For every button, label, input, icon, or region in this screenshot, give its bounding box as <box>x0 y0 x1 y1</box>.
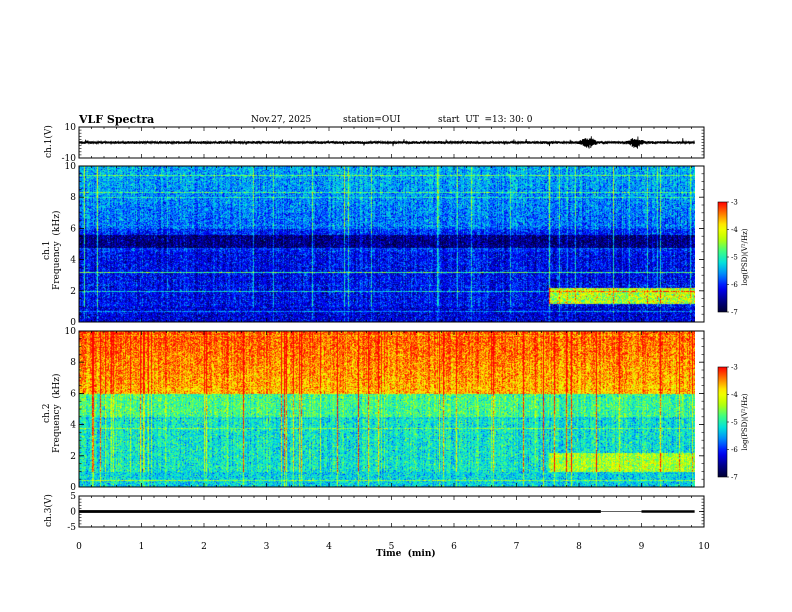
ch1-frequency-axis-text: ch.1 Frequency (kHz) <box>42 210 62 290</box>
ch3-waveform-segment <box>641 510 695 513</box>
colorbar-tick-label: -7 <box>731 474 738 482</box>
y-tick-label: 10 <box>65 327 77 337</box>
station-label: station=OUI <box>343 115 401 125</box>
start-ut-value: 13: 30: 0 <box>492 115 533 125</box>
colorbar-tick-label: -3 <box>731 199 738 207</box>
ch2-frequency-axis-text: ch.2 Frequency (kHz) <box>42 373 62 453</box>
x-tick-label: 10 <box>698 542 710 552</box>
colorbar-tick-label: -5 <box>731 254 738 262</box>
start-ut-label: start UT = <box>438 115 493 125</box>
x-tick-label: 8 <box>576 542 582 552</box>
ch2-frequency-axis-label: ch.2 Frequency (kHz) <box>42 374 62 453</box>
y-tick-label: 4 <box>70 256 76 266</box>
ticks <box>78 126 705 528</box>
x-tick-label: 3 <box>264 542 270 552</box>
y-tick-label: 2 <box>70 287 76 297</box>
y-tick-label: -5 <box>67 523 76 533</box>
figure-title: VLF Spectra <box>79 113 155 126</box>
y-tick-label: 10 <box>65 162 77 172</box>
colorbar-label: log(PSD)(V²/Hz) <box>741 228 749 285</box>
waveform-traces <box>78 136 695 513</box>
y-tick-label: 8 <box>70 358 76 368</box>
spectrogram-ch1-colorbar <box>717 201 728 313</box>
x-tick-label: 9 <box>639 542 645 552</box>
colorbars: -3 -4 -5 -6 -7 log(PSD)(V²/Hz) -3 -4 -5 -6 -7 log(P… <box>717 199 749 482</box>
colorbar-tick-label: -6 <box>731 281 738 289</box>
x-tick-label: 0 <box>76 542 82 552</box>
time-axis-label: Time (min) <box>376 549 436 559</box>
colorbar-tick-label: -6 <box>731 446 738 454</box>
y-tick-label: 0 <box>70 483 76 493</box>
y-tick-label: 5 <box>70 492 76 502</box>
colorbar-tick-label: -3 <box>731 364 738 372</box>
ch1-voltage-axis-label: ch.1(V) <box>44 125 54 158</box>
colorbar-tick-label: -5 <box>731 419 738 427</box>
spectrogram-images <box>79 166 695 487</box>
colorbar-tick-label: -4 <box>731 391 738 399</box>
ch3-waveform-segment <box>600 511 642 512</box>
y-tick-label: 6 <box>70 389 76 399</box>
y-tick-label: 2 <box>70 452 76 462</box>
y-tick-label: 0 <box>70 508 76 518</box>
x-tick-label: 5 <box>389 542 395 552</box>
ch3-waveform-segment <box>79 510 601 513</box>
spectrogram-ch1-image <box>79 166 695 322</box>
colorbar-label: log(PSD)(V²/Hz) <box>741 393 749 450</box>
y-tick-label: -10 <box>62 154 77 164</box>
colorbar-tick-label: -4 <box>731 226 738 234</box>
spectrogram-ch2-colorbar <box>717 366 728 478</box>
x-tick-label: 7 <box>514 542 520 552</box>
ch1-waveform-line <box>78 136 695 149</box>
date-label: Nov.27, 2025 <box>251 115 312 125</box>
spectrogram-ch2-image <box>79 331 695 487</box>
colorbar-tick-label: -7 <box>731 309 738 317</box>
y-tick-label: 6 <box>70 224 76 234</box>
x-tick-label: 2 <box>201 542 207 552</box>
y-tick-label: 4 <box>70 421 76 431</box>
y-tick-label: 8 <box>70 193 76 203</box>
y-tick-label: 0 <box>70 318 76 328</box>
x-tick-label: 4 <box>326 542 332 552</box>
ch1-frequency-axis-label: ch.1 Frequency (kHz) <box>42 211 62 290</box>
ch3-voltage-axis-label: ch.3(V) <box>44 494 54 527</box>
y-tick-label: 10 <box>65 123 77 133</box>
x-tick-label: 1 <box>139 542 145 552</box>
x-tick-label: 6 <box>451 542 457 552</box>
